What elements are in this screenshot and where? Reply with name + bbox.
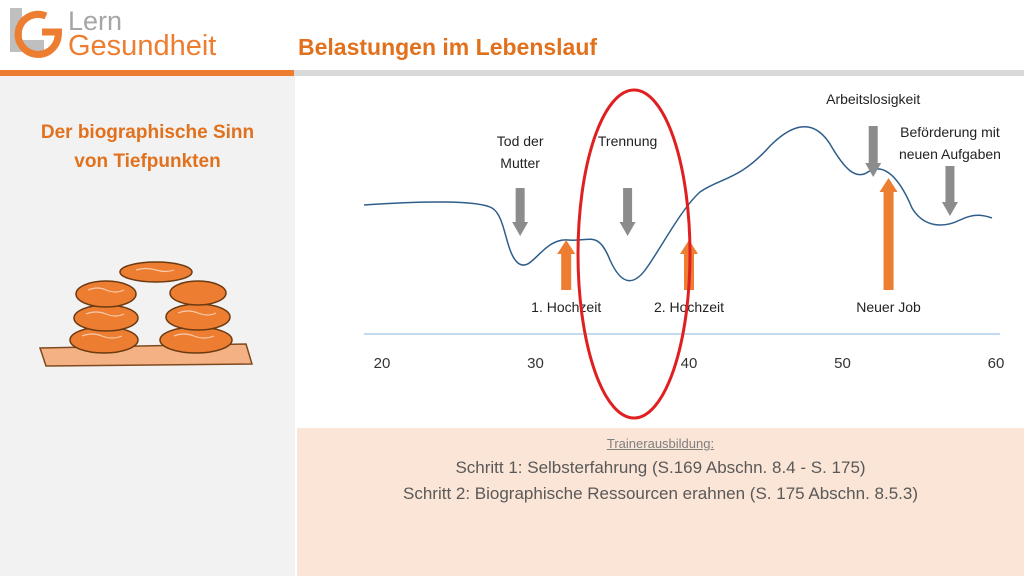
- positive-event-arrow: [557, 240, 576, 290]
- negative-event-label: Beförderung mit: [900, 124, 1000, 140]
- positive-event-arrow: [879, 178, 898, 290]
- sidebar: [0, 76, 295, 576]
- negative-event-arrow: [512, 188, 529, 236]
- negative-event-label: neuen Aufgaben: [899, 146, 1001, 162]
- footer-step1: Schritt 1: Selbsterfahrung (S.169 Abschn…: [455, 458, 866, 477]
- logo-text-lern: Lern: [68, 6, 123, 36]
- footer-step2: Schritt 2: Biographische Ressourcen erah…: [402, 484, 919, 503]
- header-divider-accent: [0, 70, 294, 76]
- life-curve: [363, 126, 993, 282]
- sidebar-title-line1: Der biographische Sinn: [40, 122, 255, 143]
- negative-event-label: Trennung: [598, 133, 657, 149]
- life-events-chart: Tod der Mutter Trennung Arbeitslosigkeit Bef…: [363, 88, 1005, 420]
- x-tick-label: 40: [681, 355, 698, 372]
- header-divider: [0, 70, 1024, 76]
- positive-event-label: 2. Hochzeit: [654, 299, 724, 315]
- sidebar-title: Der biographische Sinn von Tiefpunkten: [10, 118, 285, 176]
- negative-event-label: Tod der: [497, 133, 544, 149]
- x-tick-label: 60: [988, 355, 1005, 372]
- highlight-circle: [576, 88, 692, 420]
- logo: Lern Gesundheit: [6, 4, 246, 66]
- page-title: Belastungen im Lebenslauf: [298, 34, 598, 60]
- footer-panel: Trainerausbildung: Schritt 1: Selbsterfa…: [297, 428, 1024, 576]
- negative-event-arrow: [865, 126, 882, 177]
- logo-mark-icon: [10, 8, 62, 58]
- negative-event-arrow: [941, 166, 958, 216]
- x-tick-label: 50: [834, 355, 851, 372]
- x-tick-label: 20: [374, 355, 391, 372]
- negative-event-label: Arbeitslosigkeit: [826, 91, 920, 107]
- x-tick-label: 30: [527, 355, 544, 372]
- positive-event-label: 1. Hochzeit: [531, 299, 601, 315]
- sidebar-title-line2: von Tiefpunkten: [74, 151, 221, 172]
- positive-event-label: Neuer Job: [856, 299, 921, 315]
- stone-arch-illustration: [38, 261, 254, 367]
- negative-event-arrow: [619, 188, 636, 236]
- negative-event-label: Mutter: [500, 155, 540, 171]
- footer-subtitle: Trainerausbildung:: [606, 436, 715, 451]
- logo-text-gesundheit: Gesundheit: [68, 30, 217, 62]
